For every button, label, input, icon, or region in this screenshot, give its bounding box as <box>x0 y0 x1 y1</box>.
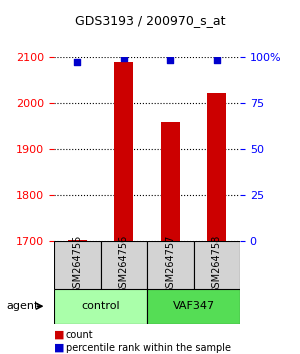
Bar <box>115 62 133 241</box>
Text: ■: ■ <box>54 330 64 339</box>
Text: percentile rank within the sample: percentile rank within the sample <box>66 343 231 353</box>
Text: GDS3193 / 200970_s_at: GDS3193 / 200970_s_at <box>75 14 225 27</box>
Point <box>214 57 219 63</box>
Text: count: count <box>66 330 94 339</box>
FancyBboxPatch shape <box>194 241 240 289</box>
Bar <box>68 240 87 241</box>
Text: control: control <box>81 301 120 311</box>
Text: GSM264756: GSM264756 <box>119 235 129 294</box>
FancyBboxPatch shape <box>100 241 147 289</box>
Text: GSM264757: GSM264757 <box>165 235 175 294</box>
Point <box>75 59 80 65</box>
Text: VAF347: VAF347 <box>172 301 214 311</box>
FancyBboxPatch shape <box>54 241 100 289</box>
Point <box>122 56 126 61</box>
Bar <box>161 122 179 241</box>
Text: agent: agent <box>6 301 38 311</box>
FancyBboxPatch shape <box>54 289 147 324</box>
Point <box>168 57 173 63</box>
Bar <box>208 93 226 241</box>
Text: GSM264758: GSM264758 <box>212 235 222 294</box>
Text: GSM264755: GSM264755 <box>72 235 82 294</box>
FancyBboxPatch shape <box>147 241 194 289</box>
FancyBboxPatch shape <box>147 289 240 324</box>
Text: ■: ■ <box>54 343 64 353</box>
